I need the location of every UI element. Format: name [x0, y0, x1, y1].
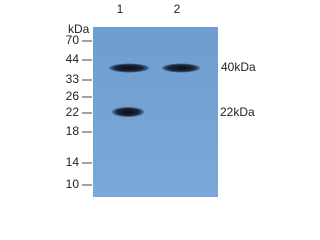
western-blot: kDa 70 44 33 26 22 18 14 10 1 2 40kDa 22kDa [66, 2, 256, 197]
membrane [93, 27, 218, 197]
lane-label: 2 [174, 2, 181, 16]
band [112, 107, 144, 117]
marker-label: 26 [66, 89, 80, 103]
marker-label: 10 [66, 177, 80, 191]
marker-ladder: 70 44 33 26 22 18 14 10 [66, 33, 92, 191]
band [109, 63, 149, 73]
marker-label: 44 [66, 52, 80, 66]
marker-label: 22 [66, 105, 80, 119]
lane-label: 1 [117, 2, 124, 16]
band-label: 40kDa [221, 60, 256, 74]
band [162, 63, 200, 73]
marker-label: 14 [66, 155, 80, 169]
band-label: 22kDa [220, 105, 255, 119]
unit-label: kDa [68, 22, 90, 36]
marker-label: 33 [66, 72, 80, 86]
marker-label: 70 [66, 33, 80, 47]
marker-label: 18 [66, 124, 80, 138]
